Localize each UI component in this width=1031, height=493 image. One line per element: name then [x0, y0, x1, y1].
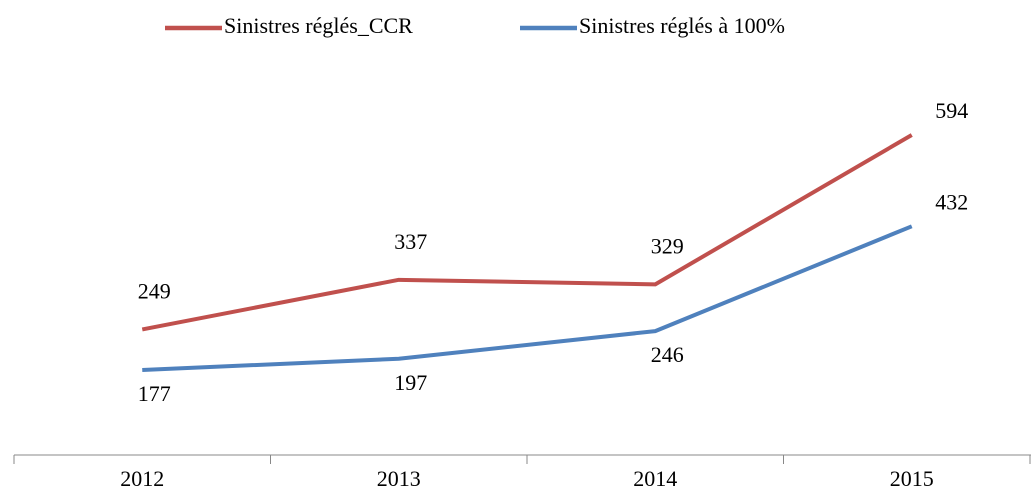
- data-label: 329: [651, 233, 684, 258]
- data-label: 246: [651, 342, 684, 367]
- data-label: 432: [935, 189, 968, 214]
- x-tick-label: 2013: [377, 466, 421, 491]
- legend-label: Sinistres réglés à 100%: [579, 13, 785, 38]
- series-line: [141, 133, 913, 332]
- data-label: 249: [138, 278, 171, 303]
- x-tick-label: 2015: [890, 466, 934, 491]
- data-label: 177: [138, 381, 171, 406]
- data-label: 197: [394, 370, 427, 395]
- data-label: 594: [935, 98, 968, 123]
- x-tick-label: 2012: [120, 466, 164, 491]
- legend-label: Sinistres réglés_CCR: [224, 13, 413, 38]
- x-tick-label: 2014: [633, 466, 677, 491]
- series-line: [142, 224, 913, 372]
- data-label: 337: [394, 229, 427, 254]
